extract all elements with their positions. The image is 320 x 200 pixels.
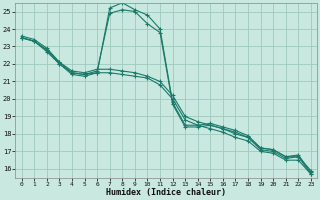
X-axis label: Humidex (Indice chaleur): Humidex (Indice chaleur) xyxy=(106,188,226,197)
